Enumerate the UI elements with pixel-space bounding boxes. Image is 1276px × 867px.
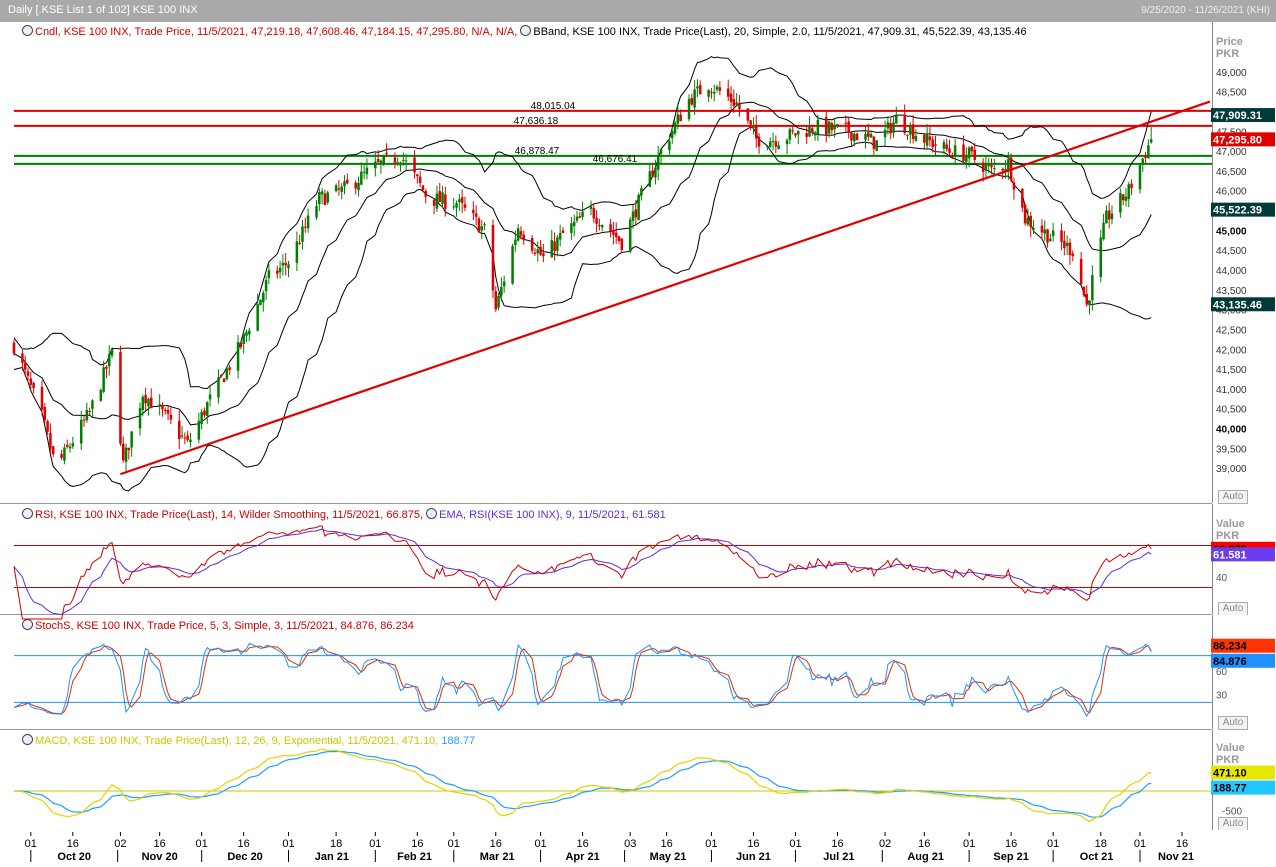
rsi-axis-title: Value PKR bbox=[1216, 518, 1245, 542]
price-pane[interactable] bbox=[0, 22, 1212, 504]
ema-legend-text[interactable]: EMA, RSI(KSE 100 INX), 9, 11/5/2021, 61.… bbox=[439, 509, 666, 521]
bband-legend[interactable]: BBand, KSE 100 INX, Trade Price(Last), 2… bbox=[533, 26, 1027, 38]
clock-icon[interactable] bbox=[22, 734, 33, 745]
window-titlebar[interactable]: Daily [.KSE List 1 of 102] KSE 100 INX 9… bbox=[0, 0, 1276, 22]
auto-scale-button[interactable]: Auto bbox=[1218, 716, 1248, 730]
rsi-legend-text[interactable]: RSI, KSE 100 INX, Trade Price(Last), 14,… bbox=[35, 509, 424, 521]
clock-icon[interactable] bbox=[22, 25, 33, 36]
clock-icon[interactable] bbox=[22, 619, 33, 630]
macd-legend-text[interactable]: MACD, KSE 100 INX, Trade Price(Last), 12… bbox=[35, 735, 439, 747]
auto-scale-button[interactable]: Auto bbox=[1218, 817, 1248, 831]
macd-axis[interactable] bbox=[1212, 730, 1276, 830]
price-axis[interactable] bbox=[1212, 22, 1276, 503]
window-title: Daily [.KSE List 1 of 102] KSE 100 INX bbox=[8, 4, 198, 16]
macd-axis-title: Value PKR bbox=[1216, 742, 1245, 766]
price-legend: Cndl, KSE 100 INX, Trade Price, 11/5/202… bbox=[22, 25, 1027, 38]
stoch-pane[interactable] bbox=[0, 615, 1212, 730]
clock-icon[interactable] bbox=[22, 508, 33, 519]
x-axis[interactable] bbox=[0, 830, 1276, 867]
auto-scale-button[interactable]: Auto bbox=[1218, 602, 1248, 616]
macd-legend: MACD, KSE 100 INX, Trade Price(Last), 12… bbox=[22, 734, 475, 747]
rsi-legend: RSI, KSE 100 INX, Trade Price(Last), 14,… bbox=[22, 508, 666, 521]
clock-icon[interactable] bbox=[426, 508, 438, 519]
cndl-legend[interactable]: Cndl, KSE 100 INX, Trade Price, 11/5/202… bbox=[35, 26, 518, 38]
stoch-legend-text[interactable]: StochS, KSE 100 INX, Trade Price, 5, 3, … bbox=[35, 620, 414, 632]
auto-scale-button[interactable]: Auto bbox=[1218, 490, 1248, 504]
stoch-axis[interactable] bbox=[1212, 615, 1276, 729]
price-axis-title: Price PKR bbox=[1216, 36, 1243, 60]
stoch-legend: StochS, KSE 100 INX, Trade Price, 5, 3, … bbox=[22, 619, 414, 632]
clock-icon[interactable] bbox=[520, 25, 532, 36]
date-range: 9/25/2020 - 11/26/2021 (KHI) bbox=[1141, 5, 1270, 16]
signal-legend-text[interactable]: 188.77 bbox=[441, 735, 476, 747]
